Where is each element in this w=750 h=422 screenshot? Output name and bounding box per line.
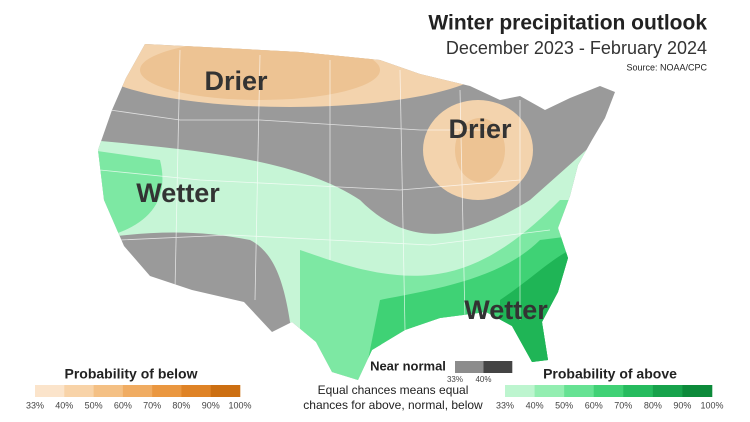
region-label: Drier (448, 114, 512, 144)
legend-tick: 60% (114, 400, 132, 410)
note: chances for above, normal, below (303, 398, 483, 412)
source: Source: NOAA/CPC (626, 62, 707, 72)
legend-tick: 40% (55, 400, 73, 410)
legend-swatch (181, 385, 212, 397)
legend-tick: 80% (172, 400, 190, 410)
legend-swatch (152, 385, 182, 397)
region-label: Drier (204, 66, 268, 96)
legend-swatch (564, 385, 595, 397)
legend-tick: 60% (585, 400, 603, 410)
legend-tick: 33% (26, 400, 44, 410)
legend-tick: 40% (475, 375, 491, 384)
legend-title: Probability of below (64, 366, 197, 382)
legend-swatch (122, 385, 153, 397)
legend-tick: 33% (447, 375, 463, 384)
legend-tick: 70% (143, 400, 161, 410)
region-label: Wetter (136, 178, 220, 208)
note: Equal chances means equal (318, 383, 469, 397)
legend-swatch (35, 385, 65, 397)
legend-swatch (505, 385, 535, 397)
legend-swatch (483, 361, 513, 373)
legend-swatch (652, 385, 683, 397)
legend-swatch (534, 385, 565, 397)
region-label: Wetter (464, 295, 548, 325)
legend-tick: 50% (555, 400, 573, 410)
legend-swatch (623, 385, 654, 397)
legend-tick: 70% (614, 400, 632, 410)
legend-tick: 100% (228, 400, 251, 410)
legend-swatch (593, 385, 624, 397)
us-map (98, 44, 615, 380)
legend-tick: 40% (526, 400, 544, 410)
legend-swatch (93, 385, 124, 397)
legend-swatch (682, 385, 713, 397)
legend-swatch (210, 385, 241, 397)
title: Winter precipitation outlook (428, 12, 707, 35)
legend-tick: 33% (496, 400, 514, 410)
subtitle: December 2023 - February 2024 (446, 38, 707, 58)
legend-swatch (64, 385, 94, 397)
legend-tick: 90% (202, 400, 220, 410)
legend-tick: 50% (85, 400, 103, 410)
legend-tick: 100% (700, 400, 723, 410)
legend-swatch (455, 361, 484, 373)
legend-tick: 90% (673, 400, 691, 410)
legend-tick: 80% (644, 400, 662, 410)
legend-title: Near normal (370, 358, 446, 373)
legend-title: Probability of above (543, 366, 677, 382)
